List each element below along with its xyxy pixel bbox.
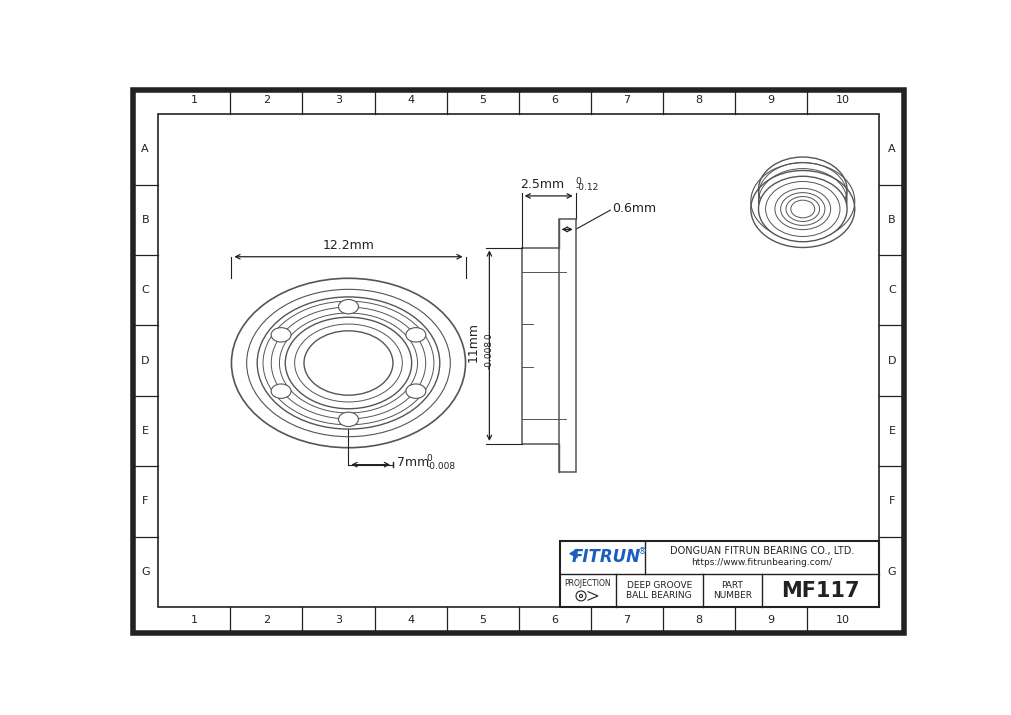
Text: 0.6mm: 0.6mm (612, 202, 655, 215)
Text: 0: 0 (574, 177, 580, 186)
Text: D: D (141, 355, 150, 365)
Text: 0: 0 (426, 454, 432, 463)
Text: 6: 6 (551, 95, 558, 105)
Ellipse shape (779, 192, 824, 225)
Text: -0.008: -0.008 (483, 340, 492, 370)
Text: DEEP GROOVE: DEEP GROOVE (626, 581, 692, 591)
Ellipse shape (232, 278, 465, 448)
Text: 6: 6 (551, 615, 558, 625)
Text: 7mm: 7mm (396, 456, 429, 469)
Ellipse shape (271, 327, 291, 342)
Text: A: A (142, 144, 149, 154)
Ellipse shape (285, 317, 411, 409)
Polygon shape (569, 549, 576, 558)
Text: ®: ® (638, 547, 646, 556)
Text: A: A (888, 144, 895, 154)
Text: 5: 5 (478, 615, 485, 625)
Text: 10: 10 (835, 615, 849, 625)
Text: PART: PART (721, 581, 742, 591)
Text: 12.2mm: 12.2mm (323, 239, 374, 252)
Text: NUMBER: NUMBER (712, 591, 751, 601)
Text: 2.5mm: 2.5mm (520, 177, 564, 190)
Text: DONGUAN FITRUN BEARING CO., LTD.: DONGUAN FITRUN BEARING CO., LTD. (669, 546, 853, 556)
Text: 1: 1 (191, 95, 197, 105)
Bar (558, 219, 575, 473)
Text: D: D (887, 355, 896, 365)
Text: B: B (142, 215, 149, 225)
Ellipse shape (786, 197, 819, 222)
Text: G: G (141, 567, 150, 577)
Text: 8: 8 (695, 95, 702, 105)
Bar (522, 247, 566, 444)
Ellipse shape (339, 412, 358, 427)
Text: 3: 3 (335, 95, 342, 105)
Text: 4: 4 (406, 615, 413, 625)
Text: -0.008: -0.008 (426, 463, 455, 471)
Ellipse shape (339, 300, 358, 314)
Ellipse shape (303, 331, 392, 395)
Text: 2: 2 (263, 615, 270, 625)
Text: C: C (142, 285, 149, 295)
Text: 3: 3 (335, 615, 342, 625)
Text: 7: 7 (623, 95, 630, 105)
Bar (158, 114, 879, 607)
Text: 0: 0 (483, 334, 492, 340)
Text: B: B (888, 215, 895, 225)
Text: FITRUN: FITRUN (571, 548, 640, 566)
Ellipse shape (271, 384, 291, 398)
Text: MF117: MF117 (780, 581, 859, 601)
Text: 5: 5 (478, 95, 485, 105)
Text: PROJECTION: PROJECTION (564, 579, 611, 588)
Text: 11mm: 11mm (467, 322, 479, 362)
Text: https://www.fitrunbearing.com/: https://www.fitrunbearing.com/ (691, 558, 832, 567)
Text: 9: 9 (766, 95, 773, 105)
Ellipse shape (758, 177, 846, 242)
Text: -0.12: -0.12 (574, 183, 598, 192)
Text: 2: 2 (263, 95, 270, 105)
Text: 4: 4 (406, 95, 413, 105)
Text: 9: 9 (766, 615, 773, 625)
Ellipse shape (405, 384, 426, 398)
Text: F: F (142, 496, 149, 506)
Text: C: C (888, 285, 895, 295)
Ellipse shape (405, 327, 426, 342)
Ellipse shape (765, 182, 839, 237)
Text: 8: 8 (695, 615, 702, 625)
Text: 1: 1 (191, 615, 197, 625)
Bar (560, 541, 879, 607)
Text: 10: 10 (835, 95, 849, 105)
Text: E: E (142, 426, 149, 436)
Text: E: E (888, 426, 895, 436)
Text: G: G (887, 567, 896, 577)
Text: F: F (888, 496, 895, 506)
Text: 7: 7 (623, 615, 630, 625)
Ellipse shape (257, 297, 440, 429)
Ellipse shape (774, 188, 830, 230)
Text: BALL BEARING: BALL BEARING (626, 591, 692, 601)
Ellipse shape (790, 200, 814, 218)
